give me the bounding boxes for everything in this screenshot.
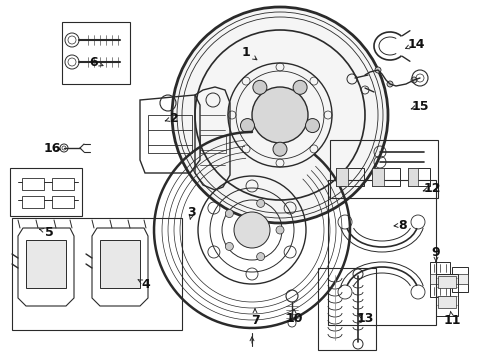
Bar [451, 267, 467, 292]
Bar [329, 140, 437, 198]
Bar [327, 180, 435, 325]
Circle shape [225, 210, 233, 217]
Bar [317, 268, 375, 350]
Circle shape [275, 226, 284, 234]
Circle shape [272, 142, 286, 156]
Bar [100, 240, 140, 288]
Text: 3: 3 [187, 206, 196, 219]
Circle shape [240, 118, 254, 132]
Text: 11: 11 [442, 314, 460, 327]
Bar [22, 196, 44, 208]
Circle shape [292, 80, 306, 94]
Text: 1: 1 [241, 45, 250, 59]
Text: 10: 10 [285, 311, 302, 324]
Text: 7: 7 [250, 314, 259, 327]
Bar [371, 168, 383, 186]
Text: 5: 5 [44, 225, 53, 239]
Bar [429, 262, 449, 297]
Circle shape [305, 118, 319, 132]
Bar [148, 115, 192, 153]
Text: 15: 15 [410, 99, 428, 113]
Circle shape [256, 199, 264, 207]
Circle shape [386, 81, 392, 87]
Circle shape [225, 242, 233, 251]
Bar [371, 168, 399, 186]
Text: 4: 4 [142, 278, 150, 291]
Circle shape [374, 67, 380, 73]
Text: 12: 12 [423, 181, 440, 194]
Bar [407, 168, 417, 186]
Bar [22, 178, 44, 190]
Circle shape [251, 87, 307, 143]
Bar [335, 168, 363, 186]
Circle shape [256, 253, 264, 261]
Bar [26, 240, 66, 288]
Text: 9: 9 [431, 246, 439, 258]
Circle shape [252, 80, 266, 94]
Bar [62, 22, 130, 84]
Bar [437, 296, 455, 308]
Circle shape [410, 77, 416, 83]
Bar [12, 218, 182, 330]
Bar [437, 276, 455, 288]
Bar [429, 274, 467, 284]
Text: 2: 2 [169, 112, 178, 125]
Text: 8: 8 [398, 219, 407, 231]
Text: 6: 6 [89, 55, 98, 68]
Circle shape [234, 212, 269, 248]
Text: 14: 14 [407, 37, 424, 50]
Bar [10, 168, 82, 216]
Bar [52, 196, 74, 208]
Text: 13: 13 [356, 311, 373, 324]
Text: 16: 16 [43, 141, 61, 154]
Bar [335, 168, 347, 186]
Bar [407, 168, 429, 186]
Bar [435, 274, 457, 316]
Bar [200, 135, 225, 153]
Circle shape [172, 7, 387, 223]
Bar [52, 178, 74, 190]
